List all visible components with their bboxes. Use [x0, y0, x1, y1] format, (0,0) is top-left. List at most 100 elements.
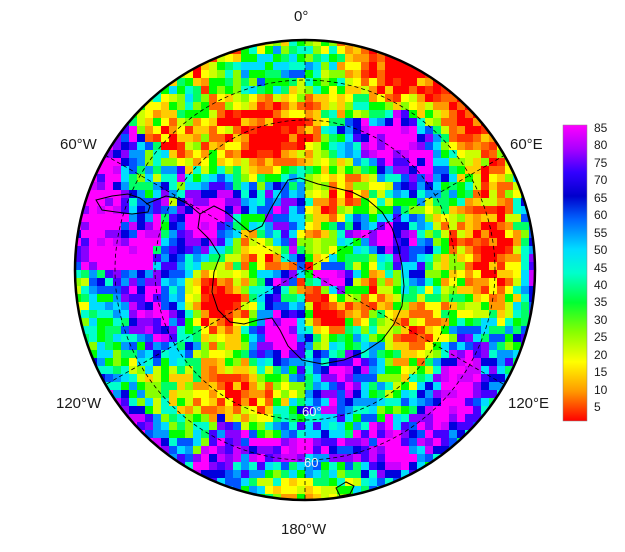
data-cell — [489, 174, 498, 183]
data-cell — [441, 246, 450, 255]
data-cell — [385, 62, 394, 71]
data-cell — [369, 40, 378, 47]
data-cell — [409, 118, 418, 127]
data-cell — [401, 358, 410, 367]
data-cell — [329, 46, 338, 55]
data-cell — [305, 326, 314, 335]
data-cell — [377, 166, 386, 175]
data-cell — [425, 94, 434, 103]
data-cell — [329, 374, 338, 383]
data-cell — [521, 326, 530, 335]
data-cell — [321, 494, 330, 500]
data-cell — [193, 94, 202, 103]
data-cell — [81, 318, 90, 327]
data-cell — [449, 110, 458, 119]
data-cell — [505, 262, 514, 271]
data-cell — [209, 446, 218, 455]
data-cell — [145, 446, 154, 455]
data-cell — [305, 190, 314, 199]
data-cell — [329, 78, 338, 87]
data-cell — [377, 206, 386, 215]
data-cell — [297, 438, 306, 447]
data-cell — [209, 238, 218, 247]
data-cell — [289, 134, 298, 143]
data-cell — [401, 254, 410, 263]
data-cell — [345, 438, 354, 447]
data-cell — [465, 398, 474, 407]
data-cell — [497, 342, 506, 351]
data-cell — [385, 158, 394, 167]
data-cell — [233, 94, 242, 103]
data-cell — [121, 366, 130, 375]
data-cell — [113, 382, 122, 391]
data-cell — [137, 206, 146, 215]
data-cell — [305, 358, 314, 367]
data-cell — [409, 78, 418, 87]
data-cell — [281, 478, 290, 487]
data-cell — [345, 94, 354, 103]
data-cell — [185, 262, 194, 271]
data-cell — [81, 358, 90, 367]
data-cell — [417, 414, 426, 423]
data-cell — [249, 86, 258, 95]
data-cell — [529, 206, 535, 215]
data-cell — [289, 230, 298, 239]
data-cell — [305, 262, 314, 271]
data-cell — [145, 142, 154, 151]
data-cell — [265, 454, 274, 463]
data-cell — [353, 342, 362, 351]
data-cell — [289, 470, 298, 479]
data-cell — [481, 270, 490, 279]
colorbar-tick-45: 45 — [594, 261, 608, 275]
data-cell — [257, 446, 266, 455]
data-cell — [409, 270, 418, 279]
data-cell — [393, 134, 402, 143]
data-cell — [449, 278, 458, 287]
data-cell — [185, 334, 194, 343]
data-cell — [393, 382, 402, 391]
data-cell — [329, 342, 338, 351]
data-cell — [105, 238, 114, 247]
data-cell — [369, 438, 378, 447]
graticule — [104, 40, 506, 500]
data-cell — [417, 150, 426, 159]
data-cell — [337, 350, 346, 359]
data-cell — [521, 182, 530, 191]
data-cell — [193, 278, 202, 287]
data-cell — [75, 294, 82, 303]
data-cell — [521, 206, 530, 215]
data-cell — [153, 166, 162, 175]
data-cell — [257, 190, 266, 199]
data-cell — [153, 406, 162, 415]
data-cell — [201, 302, 210, 311]
colorbar-tick-30: 30 — [594, 313, 608, 327]
data-cell — [481, 190, 490, 199]
data-cell — [105, 366, 114, 375]
data-cell — [81, 326, 90, 335]
data-cell — [193, 326, 202, 335]
data-cell — [297, 238, 306, 247]
data-cell — [377, 70, 386, 79]
data-cell — [201, 182, 210, 191]
data-cell — [185, 166, 194, 175]
data-cell — [409, 158, 418, 167]
data-cell — [345, 446, 354, 455]
data-cell — [249, 446, 258, 455]
data-cell — [217, 198, 226, 207]
data-cell — [353, 126, 362, 135]
data-cell — [369, 54, 378, 63]
data-cell — [345, 310, 354, 319]
data-cell — [441, 334, 450, 343]
data-cell — [481, 198, 490, 207]
data-cell — [481, 126, 490, 135]
data-cell — [225, 238, 234, 247]
data-cell — [217, 134, 226, 143]
data-cell — [193, 358, 202, 367]
data-cell — [265, 54, 274, 63]
data-cell — [201, 134, 210, 143]
data-cell — [441, 198, 450, 207]
data-cell — [337, 182, 346, 191]
data-cell — [417, 398, 426, 407]
data-cell — [305, 270, 314, 279]
data-cell — [393, 326, 402, 335]
